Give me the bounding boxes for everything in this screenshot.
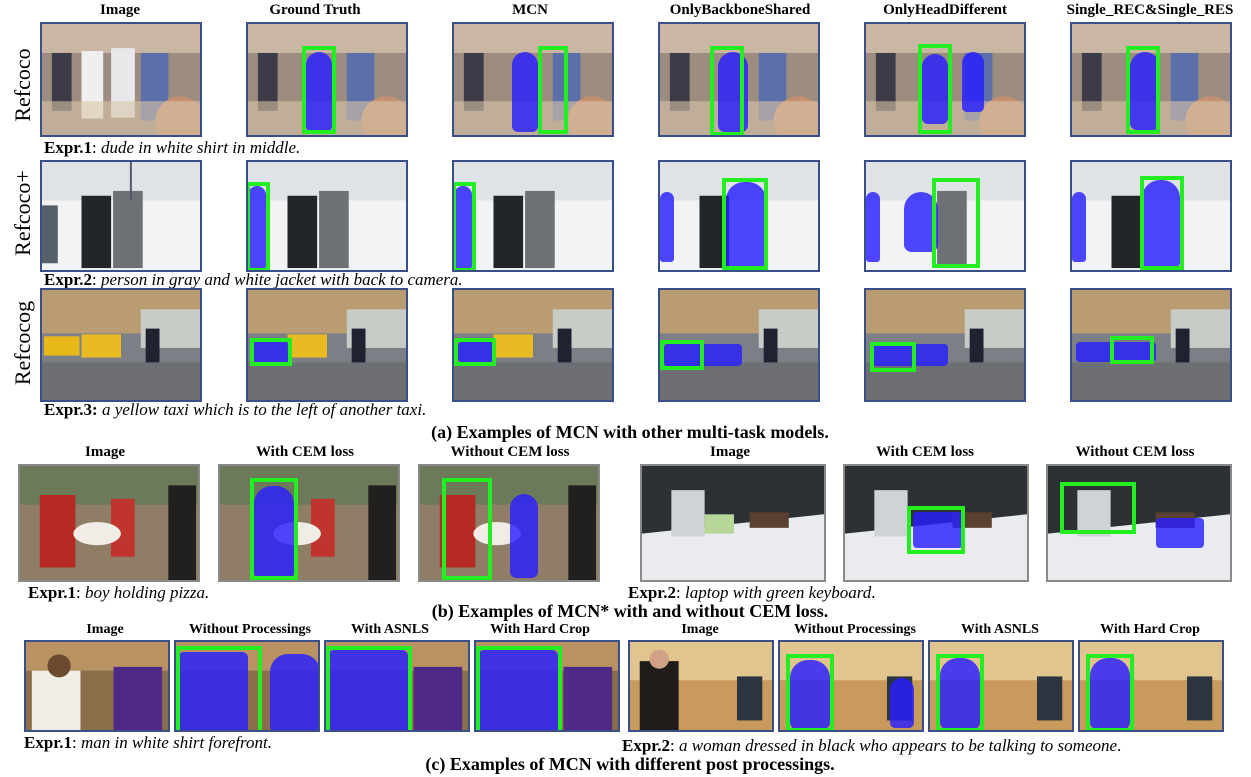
photo-refcoco-mcn <box>452 22 614 137</box>
expr-label: Expr.2 <box>622 736 671 755</box>
col-header-c-with-hard-crop-right: With Hard Crop <box>1100 622 1200 637</box>
col-header-b-image-left: Image <box>85 444 125 460</box>
col-header-b-with-cem-left: With CEM loss <box>255 444 355 460</box>
row-label-refcocog: Refcocog <box>10 300 35 386</box>
photo-b-pizza-without-cem <box>418 464 600 582</box>
expr-text: man in white shirt forefront. <box>81 733 272 752</box>
expr-text: a woman dressed in black who appears to … <box>679 736 1118 755</box>
photo-c-man-with-hard-crop <box>474 640 620 732</box>
col-header-single-rec-single-res: Single_REC&Single_RES <box>1066 2 1234 18</box>
col-header-c-with-asnls-left: With ASNLS <box>351 622 429 637</box>
expr-label: Expr.1 <box>24 733 73 752</box>
photo-refcoco-only-backbone-shared <box>658 22 820 137</box>
col-header-b-with-cem-right: With CEM loss <box>875 444 975 460</box>
col-header-ground-truth: Ground Truth <box>269 2 361 18</box>
col-header-c-with-hard-crop-left: With Hard Crop <box>490 622 590 637</box>
photo-b-laptop-image <box>640 464 826 582</box>
expr-2-section-c: Expr.2: a woman dressed in black who app… <box>622 736 1122 755</box>
col-header-only-head-different: OnlyHeadDifferent <box>883 2 1007 18</box>
photo-c-woman-with-asnls <box>928 640 1074 732</box>
expr-text: boy holding pizza. <box>85 583 210 602</box>
photo-refcocog-image <box>40 288 202 402</box>
expr-3-refcocog: Expr.3: a yellow taxi which is to the le… <box>44 400 426 420</box>
photo-c-man-image <box>24 640 170 732</box>
photo-c-woman-without-processings <box>778 640 924 732</box>
photo-refcocog-ground-truth <box>246 288 408 402</box>
expr-label: Expr.3: <box>44 400 98 419</box>
col-header-b-image-right: Image <box>710 444 750 460</box>
photo-refcoco-plus-single-rec-single-res <box>1070 160 1232 272</box>
expr-label: Expr.1 <box>44 138 93 157</box>
photo-refcoco-plus-only-head-different <box>864 160 1026 272</box>
col-header-c-image-right: Image <box>681 622 719 637</box>
expr-text: laptop with green keyboard <box>685 583 872 602</box>
expr-2-refcoco-plus: Expr.2: person in gray and white jacket … <box>44 270 463 289</box>
caption-section-b: (b) Examples of MCN* with and without CE… <box>431 601 829 621</box>
photo-b-laptop-with-cem <box>843 464 1029 582</box>
photo-refcocog-only-backbone-shared <box>658 288 820 402</box>
photo-c-woman-image <box>628 640 774 732</box>
col-header-b-without-cem-left: Without CEM loss <box>450 444 570 460</box>
photo-refcoco-only-head-different <box>864 22 1026 137</box>
col-header-c-without-processings-left: Without Processings <box>189 622 311 637</box>
col-header-c-without-processings-right: Without Processings <box>794 622 916 637</box>
expr-text: a yellow taxi which is to the left of an… <box>101 400 427 419</box>
col-header-only-backbone-shared: OnlyBackboneShared <box>669 2 811 18</box>
photo-b-pizza-image <box>18 464 200 582</box>
expr-label: Expr.1 <box>28 583 77 602</box>
caption-section-c: (c) Examples of MCN with different post … <box>425 754 835 774</box>
photo-b-pizza-with-cem <box>218 464 400 582</box>
photo-refcocog-only-head-different <box>864 288 1026 402</box>
photo-refcoco-image <box>40 22 202 137</box>
col-header-b-without-cem-right: Without CEM loss <box>1075 444 1195 460</box>
expr-1-section-b: Expr.1: boy holding pizza. <box>28 583 210 602</box>
photo-refcocog-mcn <box>452 288 614 402</box>
row-label-refcoco: Refcoco <box>10 48 35 122</box>
photo-c-woman-with-hard-crop <box>1078 640 1224 732</box>
expr-1-section-c: Expr.1: man in white shirt forefront. <box>24 733 272 752</box>
expr-label: Expr.2 <box>628 583 677 602</box>
expr-2-section-b: Expr.2: laptop with green keyboard. <box>628 583 876 602</box>
photo-c-man-with-asnls <box>324 640 470 732</box>
photo-refcoco-plus-mcn <box>452 160 614 272</box>
caption-section-a: (a) Examples of MCN with other multi-tas… <box>431 422 829 442</box>
expr-text: person in gray and white jacket with bac… <box>101 270 463 289</box>
photo-b-laptop-without-cem <box>1046 464 1232 582</box>
col-header-mcn: MCN <box>512 2 548 18</box>
photo-refcoco-plus-image <box>40 160 202 272</box>
photo-refcoco-single-rec-single-res <box>1070 22 1232 137</box>
row-label-refcoco-plus: Refcoco+ <box>10 170 35 256</box>
expr-1-refcoco: Expr.1: dude in white shirt in middle. <box>44 138 301 157</box>
col-header-c-image-left: Image <box>86 622 124 637</box>
photo-refcoco-ground-truth <box>246 22 408 137</box>
photo-c-man-without-processings <box>174 640 320 732</box>
photo-refcoco-plus-only-backbone-shared <box>658 160 820 272</box>
photo-refcoco-plus-ground-truth <box>246 160 408 272</box>
expr-label: Expr.2 <box>44 270 93 289</box>
col-header-c-with-asnls-right: With ASNLS <box>961 622 1039 637</box>
expr-text: dude in white shirt in middle. <box>101 138 301 157</box>
photo-refcocog-single-rec-single-res <box>1070 288 1232 402</box>
col-header-image: Image <box>100 2 140 18</box>
